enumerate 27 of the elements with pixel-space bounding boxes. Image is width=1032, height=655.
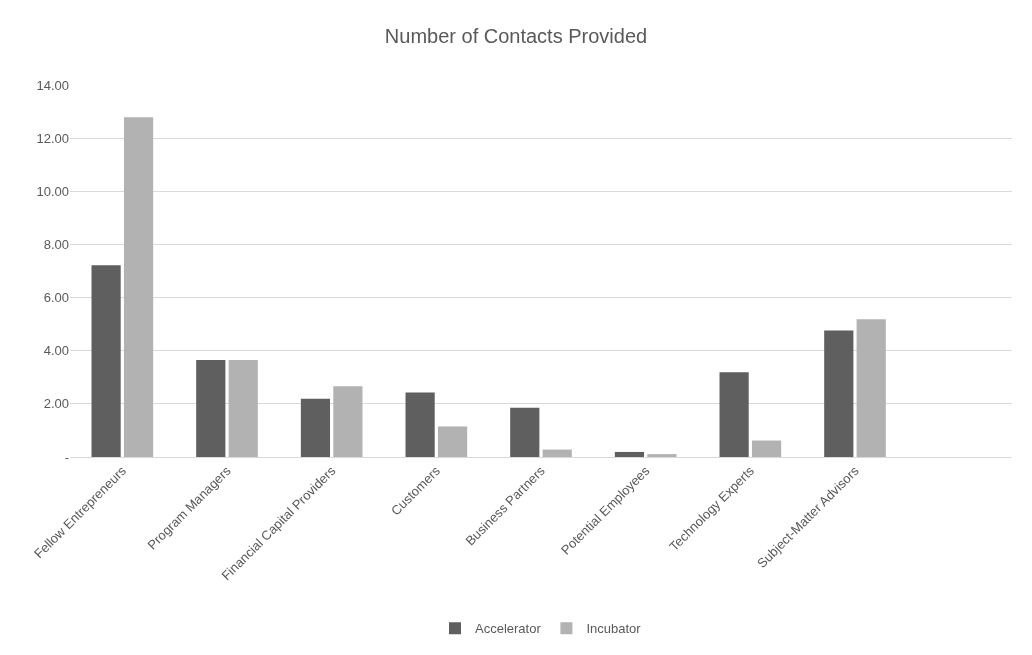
y-tick-label: 12.00 xyxy=(36,130,69,146)
chart-title: Number of Contacts Provided xyxy=(384,25,648,48)
bar xyxy=(123,117,154,457)
y-tick-label: 14.00 xyxy=(36,77,69,93)
bar xyxy=(614,451,645,457)
y-tick-label: 6.00 xyxy=(43,290,69,306)
legend-label: Accelerator xyxy=(475,621,542,637)
bar xyxy=(856,319,886,457)
y-tick-label: 4.00 xyxy=(43,343,69,359)
bar xyxy=(751,440,782,457)
y-tick-label: - xyxy=(64,449,69,465)
bar xyxy=(719,372,749,457)
bar xyxy=(196,360,226,457)
y-tick-label: 10.00 xyxy=(36,183,69,199)
y-tick-label: 2.00 xyxy=(43,396,69,412)
y-tick-label: 8.00 xyxy=(43,236,69,252)
bar xyxy=(333,386,363,457)
bar xyxy=(405,392,435,457)
bar xyxy=(228,360,258,457)
bar xyxy=(647,454,677,457)
bar xyxy=(300,398,331,457)
bar xyxy=(510,407,540,457)
bar xyxy=(91,265,121,457)
legend-label: Incubator xyxy=(586,621,642,637)
bar xyxy=(437,426,468,457)
bar xyxy=(824,330,854,457)
bar xyxy=(542,449,572,457)
